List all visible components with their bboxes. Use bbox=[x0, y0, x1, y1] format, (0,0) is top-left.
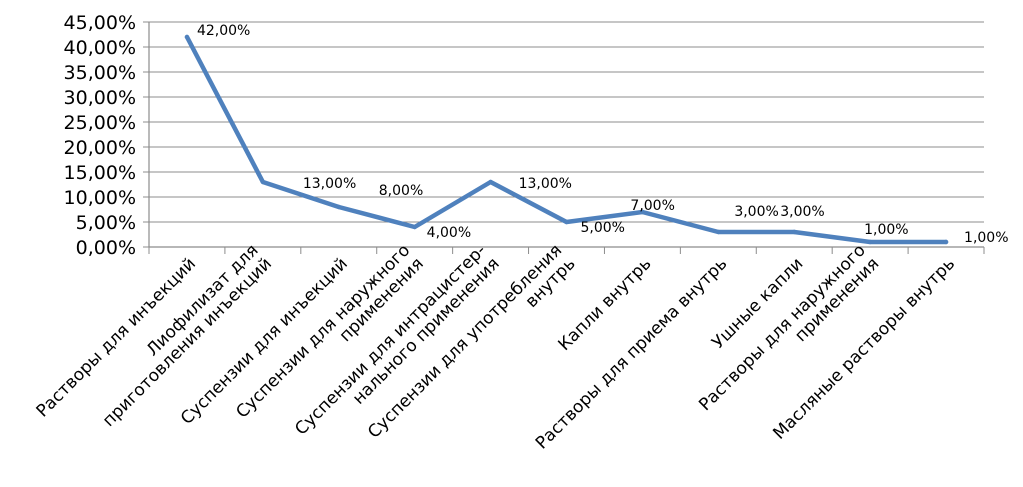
series-line-group bbox=[184, 34, 949, 245]
data-label: 1,00% bbox=[964, 230, 1008, 246]
data-label: 3,00% bbox=[780, 204, 824, 220]
y-tick-label: 10,00% bbox=[64, 187, 136, 209]
data-point bbox=[564, 219, 569, 225]
y-tick-label: 35,00% bbox=[64, 62, 136, 84]
y-tick-label: 40,00% bbox=[64, 37, 136, 59]
data-label: 4,00% bbox=[427, 225, 471, 241]
data-label: 13,00% bbox=[519, 176, 572, 192]
gridlines bbox=[149, 21, 984, 223]
data-point bbox=[336, 204, 341, 210]
data-label: 3,00% bbox=[734, 204, 778, 220]
y-tick-label: 20,00% bbox=[64, 137, 136, 159]
data-label: 8,00% bbox=[379, 183, 423, 199]
y-tick-label: 15,00% bbox=[64, 162, 136, 184]
y-tick-label: 0,00% bbox=[76, 237, 136, 259]
data-point bbox=[640, 209, 645, 215]
data-point bbox=[488, 179, 493, 185]
data-point bbox=[943, 239, 949, 245]
y-axis-tick-labels: 0,00% 5,00% 10,00% 15,00% 20,00% 25,00% 30,00%… bbox=[64, 12, 136, 259]
data-point bbox=[867, 239, 873, 245]
data-point bbox=[792, 229, 797, 235]
y-tick-label: 5,00% bbox=[76, 212, 136, 234]
data-label: 5,00% bbox=[581, 220, 625, 236]
y-tick-label: 45,00% bbox=[64, 12, 136, 34]
data-point bbox=[716, 229, 721, 235]
series-line bbox=[184, 34, 949, 245]
data-labels: 42,00% 13,00% 8,00% 4,00% 13,00% 5,00% 7,00% 3,… bbox=[197, 23, 1009, 246]
y-tick-label: 25,00% bbox=[64, 112, 136, 134]
data-label: 1,00% bbox=[864, 222, 908, 238]
data-point bbox=[184, 34, 190, 40]
data-label: 7,00% bbox=[630, 198, 674, 214]
data-point bbox=[260, 179, 266, 185]
data-label: 13,00% bbox=[303, 176, 356, 192]
data-point bbox=[412, 224, 417, 230]
axes bbox=[143, 21, 985, 254]
data-label: 42,00% bbox=[197, 23, 250, 39]
y-tick-label: 30,00% bbox=[64, 87, 136, 109]
